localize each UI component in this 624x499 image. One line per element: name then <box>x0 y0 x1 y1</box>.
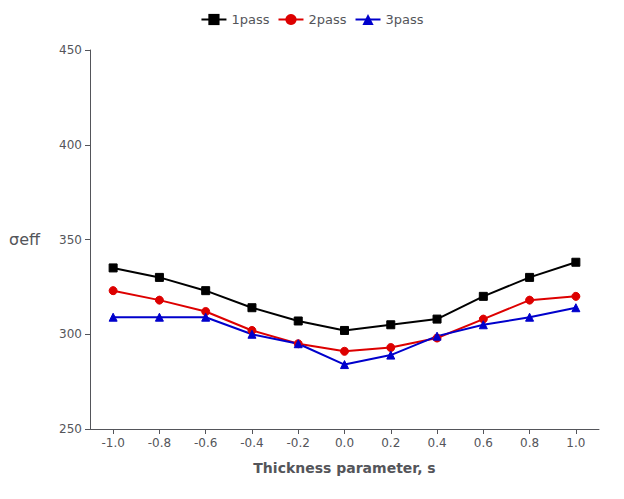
svg-text:Thickness parameter, s: Thickness parameter, s <box>253 460 435 476</box>
svg-text:0.6: 0.6 <box>474 436 493 450</box>
svg-text:1pass: 1pass <box>231 12 269 27</box>
svg-text:3pass: 3pass <box>386 12 424 27</box>
svg-text:1.0: 1.0 <box>566 436 585 450</box>
svg-text:400: 400 <box>59 138 82 152</box>
svg-text:450: 450 <box>59 43 82 57</box>
svg-text:σeff: σeff <box>9 230 41 249</box>
svg-text:250: 250 <box>59 422 82 436</box>
svg-text:-1.0: -1.0 <box>101 436 124 450</box>
svg-text:2pass: 2pass <box>308 12 346 27</box>
svg-text:-0.8: -0.8 <box>148 436 171 450</box>
svg-text:-0.2: -0.2 <box>287 436 310 450</box>
svg-text:0.4: 0.4 <box>427 436 446 450</box>
svg-text:0.2: 0.2 <box>381 436 400 450</box>
svg-text:0.0: 0.0 <box>335 436 354 450</box>
svg-text:-0.6: -0.6 <box>194 436 217 450</box>
svg-text:300: 300 <box>59 327 82 341</box>
svg-text:0.8: 0.8 <box>520 436 539 450</box>
svg-text:350: 350 <box>59 233 82 247</box>
svg-text:-0.4: -0.4 <box>240 436 263 450</box>
